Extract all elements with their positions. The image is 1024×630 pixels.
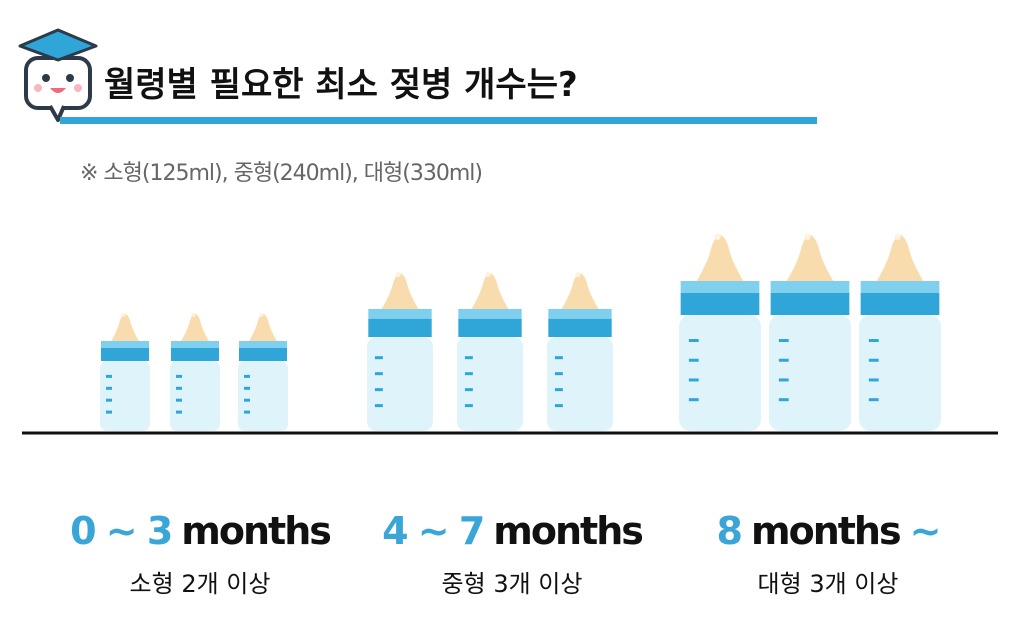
bottle-cap xyxy=(101,348,149,361)
bottle xyxy=(457,271,523,431)
bottle-caption: 대형 3개 이상 xyxy=(758,570,899,598)
nipple-highlight xyxy=(191,312,196,317)
bottle xyxy=(170,312,220,431)
bottle-cap xyxy=(860,292,940,315)
nipple-highlight xyxy=(894,233,901,240)
bottle-nipple xyxy=(785,235,835,283)
bottle-cap-top xyxy=(770,281,850,293)
bottle xyxy=(547,271,613,431)
bottle-body xyxy=(238,361,288,431)
bottle-cap-top xyxy=(101,341,149,348)
bottle-body xyxy=(679,315,761,431)
bottle xyxy=(238,312,288,431)
bottle xyxy=(367,271,433,431)
bottle-cap-top xyxy=(680,281,760,293)
note: ※ 소형(125ml), 중형(240ml), 대형(330ml) xyxy=(80,161,482,186)
bottle-nipple xyxy=(248,313,278,343)
mascot-icon xyxy=(18,28,98,122)
bottle-body xyxy=(100,361,150,431)
bottle xyxy=(100,312,150,431)
bottle-cap xyxy=(368,318,432,337)
age-range-part: ~ xyxy=(910,509,940,553)
age-range-part: months xyxy=(181,509,330,553)
bottle-cap xyxy=(239,348,287,361)
nipple-highlight xyxy=(575,271,581,278)
bottles xyxy=(100,233,941,431)
bottle-cap-top xyxy=(171,341,219,348)
bottle-cap xyxy=(770,292,850,315)
bottle-body xyxy=(769,315,851,431)
bottle-cap-top xyxy=(458,309,522,319)
bottle-cap-top xyxy=(860,281,940,293)
bottle-caption: 중형 3개 이상 xyxy=(442,570,583,598)
nipple-highlight xyxy=(485,271,491,278)
age-range-part: months xyxy=(493,509,642,553)
bottle-cap-top xyxy=(548,309,612,319)
bottle-nipple xyxy=(470,273,510,311)
bottle xyxy=(769,233,851,431)
bottle-cap-top xyxy=(368,309,432,319)
bottle-body xyxy=(457,337,523,431)
age-range-part: months xyxy=(751,509,900,553)
age-range-part: 0 ~ 3 xyxy=(70,509,171,553)
age-range: 0 ~ 3 months xyxy=(70,509,330,553)
bottle-cap xyxy=(458,318,522,337)
bottle-caption: 소형 2개 이상 xyxy=(130,570,271,598)
age-range-part: 4 ~ 7 xyxy=(382,509,483,553)
age-range: 4 ~ 7 months xyxy=(382,509,642,553)
age-range-part: 8 xyxy=(717,509,742,553)
bottle-nipple xyxy=(180,313,210,343)
age-range: 8 months ~ xyxy=(717,509,940,553)
bottle-cap-top xyxy=(239,341,287,348)
bottle-body xyxy=(547,337,613,431)
nipple-highlight xyxy=(121,312,126,317)
title-underline xyxy=(60,117,817,124)
bottle-nipple xyxy=(560,273,600,311)
bottle-nipple xyxy=(695,235,745,283)
bottle-cap xyxy=(548,318,612,337)
bottle-body xyxy=(859,315,941,431)
bottle-nipple xyxy=(380,273,420,311)
bottle-cap xyxy=(680,292,760,315)
nipple-highlight xyxy=(804,233,811,240)
bottle xyxy=(679,233,761,431)
bottle-nipple xyxy=(110,313,140,343)
nipple-highlight xyxy=(714,233,721,240)
nipple-highlight xyxy=(259,312,264,317)
bottle-body xyxy=(367,337,433,431)
bottle-body xyxy=(170,361,220,431)
bottle-nipple xyxy=(875,235,925,283)
title: 월령별 필요한 최소 젖병 개수는? xyxy=(104,65,578,105)
bottle-cap xyxy=(171,348,219,361)
nipple-highlight xyxy=(395,271,401,278)
bottle xyxy=(859,233,941,431)
